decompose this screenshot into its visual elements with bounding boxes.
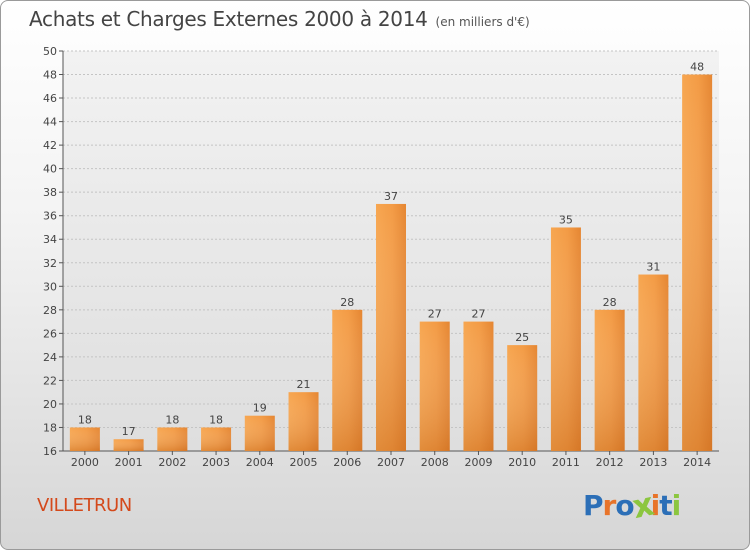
y-tick-label: 16 [43, 445, 57, 458]
commune-name: VILLETRUN [37, 495, 132, 516]
y-tick-label: 38 [43, 186, 57, 199]
bar-value-label: 19 [253, 402, 267, 415]
y-tick-label: 40 [43, 163, 57, 176]
x-tick-label: 2011 [552, 456, 580, 469]
logo-letter: o [615, 489, 634, 522]
y-tick-label: 46 [43, 92, 57, 105]
logo-letter: P [583, 489, 604, 522]
logo-letter: t [659, 489, 672, 522]
bar-value-label: 18 [78, 413, 92, 426]
y-tick-label: 18 [43, 421, 57, 434]
bar-value-label: 48 [690, 61, 704, 74]
y-tick-label: 26 [43, 327, 57, 340]
bar-shade [463, 321, 494, 451]
bar-shade [113, 439, 144, 451]
bar-shade [682, 74, 713, 451]
bar-shade [201, 427, 232, 451]
y-tick-label: 32 [43, 257, 57, 270]
x-tick-label: 2005 [290, 456, 318, 469]
bar-value-label: 28 [603, 296, 617, 309]
proxiti-logo: Proxiti [583, 485, 682, 526]
x-tick-label: 2001 [115, 456, 143, 469]
chart-title: Achats et Charges Externes 2000 à 2014 (e… [29, 7, 530, 31]
x-tick-label: 2013 [639, 456, 667, 469]
bar-value-label: 27 [471, 308, 485, 321]
bar-shade [550, 227, 581, 451]
bar-value-label: 21 [297, 378, 311, 391]
x-tick-label: 2014 [683, 456, 711, 469]
bar-shade [376, 203, 406, 451]
x-tick-label: 2010 [508, 456, 536, 469]
y-tick-label: 50 [43, 45, 57, 58]
x-tick-label: 2012 [596, 456, 624, 469]
bar-shade [594, 309, 625, 451]
y-tick-label: 36 [43, 210, 57, 223]
bar-value-label: 27 [428, 308, 442, 321]
bar-value-label: 18 [165, 413, 179, 426]
bar-value-label: 37 [384, 190, 398, 203]
bar-value-label: 28 [340, 296, 354, 309]
logo-letter: r [602, 489, 617, 522]
x-tick-label: 2002 [158, 456, 186, 469]
x-tick-label: 2004 [246, 456, 274, 469]
bar-shade [244, 415, 275, 451]
y-tick-label: 28 [43, 304, 57, 317]
bar-value-label: 17 [122, 425, 136, 438]
bar-shade [419, 321, 450, 451]
x-tick-label: 2006 [333, 456, 361, 469]
x-tick-label: 2009 [464, 456, 492, 469]
y-tick-label: 30 [43, 280, 57, 293]
bar-value-label: 18 [209, 413, 223, 426]
y-tick-label: 24 [43, 351, 57, 364]
bar-value-label: 25 [515, 331, 529, 344]
y-tick-label: 20 [43, 398, 57, 411]
y-tick-label: 42 [43, 139, 57, 152]
bar-shade [69, 427, 100, 451]
x-tick-label: 2008 [421, 456, 449, 469]
logo-letter: i [650, 489, 661, 522]
y-tick-label: 44 [43, 116, 57, 129]
chart-title-text: Achats et Charges Externes 2000 à 2014 [29, 7, 428, 31]
bar-value-label: 31 [646, 261, 660, 274]
bar-value-label: 35 [559, 213, 573, 226]
y-tick-label: 48 [43, 69, 57, 82]
y-tick-label: 22 [43, 374, 57, 387]
x-tick-label: 2007 [377, 456, 405, 469]
bar-shade [157, 427, 188, 451]
x-tick-label: 2003 [202, 456, 230, 469]
x-tick-label: 2000 [71, 456, 99, 469]
bar-shade [332, 309, 363, 451]
chart-subtitle: (en milliers d'€) [435, 15, 530, 29]
bar-shade [638, 274, 669, 451]
logo-letter: i [671, 489, 682, 522]
bar-shade [507, 345, 538, 451]
bar-shade [288, 392, 319, 451]
y-tick-label: 34 [43, 233, 57, 246]
